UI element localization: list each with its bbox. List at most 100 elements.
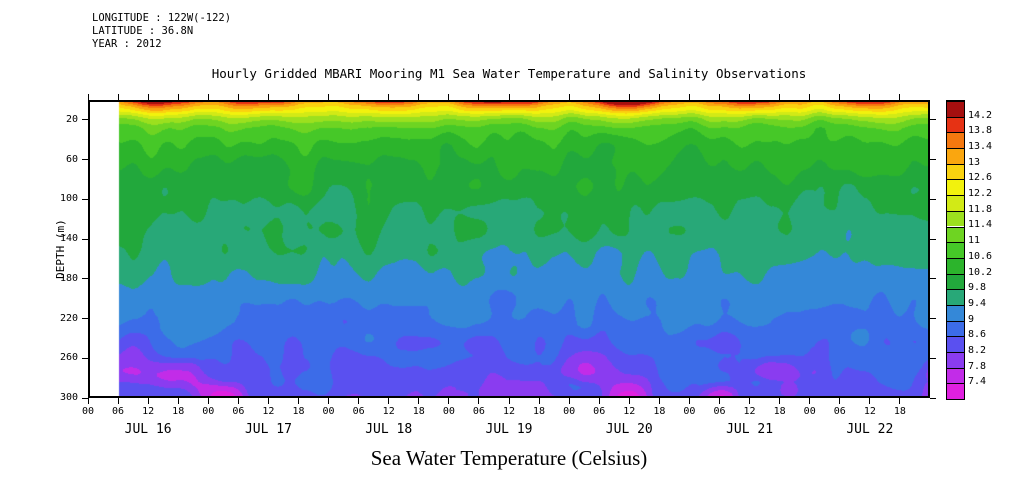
colorbar-level-label: 7.8 (968, 360, 987, 372)
x-tick-label: 06 (833, 406, 846, 417)
x-tick (809, 398, 811, 404)
day-label: JUL 18 (365, 422, 413, 437)
colorbar-cell (947, 367, 964, 384)
x-tick-top (779, 94, 781, 100)
x-tick-label: 18 (292, 406, 305, 417)
y-tick-right (930, 198, 936, 200)
colorbar-cell (947, 101, 964, 117)
x-tick (87, 398, 89, 404)
x-tick (568, 398, 570, 404)
y-tick-right (930, 159, 936, 161)
longitude-label: LONGITUDE : 122W(-122) (92, 12, 232, 24)
x-tick (267, 398, 269, 404)
x-tick-label: 06 (472, 406, 485, 417)
y-axis-label: DEPTH (m) (54, 219, 67, 279)
metadata-block: LONGITUDE : 122W(-122) LATITUDE : 36.8N … (92, 12, 231, 51)
day-label: JUL 16 (124, 422, 172, 437)
x-tick-top (117, 94, 119, 100)
y-tick-label: 220 (59, 312, 78, 324)
x-tick (328, 398, 330, 404)
y-tick-label: 180 (59, 272, 78, 284)
colorbar-level-label: 13.8 (968, 125, 993, 137)
x-tick (388, 398, 390, 404)
colorbar-labels: 7.4 7.8 8.2 8.6 9 9.4 9.8 10.2 10.6 11 11.4 11.8 12.… (968, 100, 1008, 398)
x-tick-top (177, 94, 179, 100)
x-tick-top (598, 94, 600, 100)
y-tick (82, 278, 88, 280)
x-tick-top (568, 94, 570, 100)
y-tick-right (930, 119, 936, 121)
x-tick-label: 06 (713, 406, 726, 417)
colorbar-level-label: 11.4 (968, 219, 993, 231)
x-tick-label: 00 (202, 406, 215, 417)
x-tick (779, 398, 781, 404)
colorbar-cell (947, 148, 964, 164)
x-tick-top (688, 94, 690, 100)
x-tick-top (418, 94, 420, 100)
x-tick-top (87, 94, 89, 100)
y-tick-label: 100 (59, 193, 78, 205)
x-tick-top (237, 94, 239, 100)
x-tick (899, 398, 901, 404)
colorbar-cell (947, 304, 964, 321)
x-tick-label: 18 (653, 406, 666, 417)
x-tick (749, 398, 751, 404)
colorbar-cell (947, 116, 964, 133)
x-tick-label: 12 (142, 406, 155, 417)
colorbar-cell (947, 226, 964, 243)
x-tick-label: 00 (683, 406, 696, 417)
x-tick (658, 398, 660, 404)
x-tick-top (899, 94, 901, 100)
colorbar-cell (947, 336, 964, 352)
y-tick-label: 260 (59, 352, 78, 364)
x-tick-top (267, 94, 269, 100)
colorbar-cell (947, 383, 964, 399)
x-tick-top (358, 94, 360, 100)
x-tick-label: 12 (382, 406, 395, 417)
colorbar-cell (947, 195, 964, 211)
footer-label: Sea Water Temperature (Celsius) (370, 446, 648, 470)
x-tick (207, 398, 209, 404)
heatmap-canvas (88, 100, 930, 398)
colorbar-cell (947, 289, 964, 305)
x-tick (117, 398, 119, 404)
x-tick-top (478, 94, 480, 100)
x-tick-label: 00 (563, 406, 576, 417)
x-tick (478, 398, 480, 404)
y-tick-label: 140 (59, 233, 78, 245)
colorbar-cell (947, 320, 964, 337)
chart-title: Hourly Gridded MBARI Mooring M1 Sea Wate… (211, 66, 807, 81)
x-tick-top (207, 94, 209, 100)
y-tick (82, 318, 88, 320)
x-tick (688, 398, 690, 404)
colorbar-level-label: 8.6 (968, 329, 987, 341)
x-tick-label: 12 (502, 406, 516, 417)
colorbar-cell (947, 179, 964, 196)
colorbar-cell (947, 257, 964, 274)
year-label: YEAR : 2012 (92, 38, 162, 50)
colorbar-level-label: 12.2 (968, 188, 993, 200)
x-tick-label: 00 (81, 406, 95, 417)
x-tick-label: 06 (112, 406, 125, 417)
colorbar-level-label: 7.4 (968, 376, 987, 388)
colorbar-level-label: 14.2 (968, 109, 993, 121)
x-tick-label: 12 (262, 406, 275, 417)
colorbar-cell (947, 132, 964, 149)
y-tick-label: 300 (59, 392, 78, 403)
x-tick-top (388, 94, 390, 100)
x-tick (147, 398, 149, 404)
latitude-label: LATITUDE : 36.8N (92, 25, 194, 37)
colorbar-level-label: 9.4 (968, 297, 987, 309)
colorbar-cell (947, 273, 964, 290)
y-tick-label: 60 (65, 153, 78, 165)
y-tick (82, 159, 88, 161)
y-tick-label: 20 (65, 113, 78, 125)
x-tick (869, 398, 871, 404)
colorbar-cell (947, 210, 964, 227)
x-tick (839, 398, 841, 404)
x-tick-top (749, 94, 751, 100)
colorbar-level-label: 11 (968, 235, 981, 247)
colorbar-cell (947, 163, 964, 180)
x-tick-label: 06 (352, 406, 365, 417)
